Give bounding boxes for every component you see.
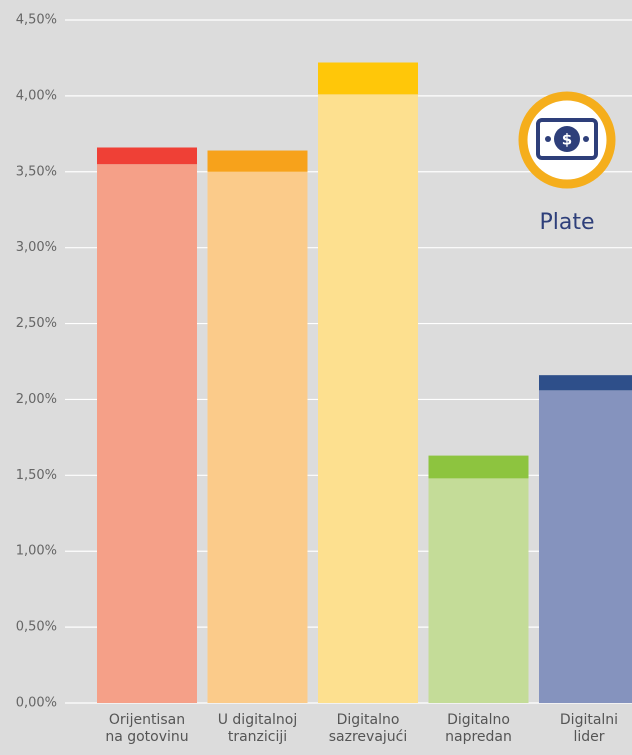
y-tick-label: 1,50%: [16, 468, 57, 483]
y-tick-label: 1,00%: [16, 544, 57, 559]
icon-dot: [583, 136, 589, 142]
bar-segment: [97, 147, 197, 165]
bar-segment: [428, 455, 529, 479]
bar-segment: [428, 478, 529, 703]
y-tick-label: 2,50%: [16, 316, 57, 331]
bar-segment: [539, 375, 632, 391]
x-tick-label-line: sazrevajući: [329, 729, 408, 745]
annotation: Plate: [539, 210, 594, 235]
bar-segment: [97, 164, 197, 703]
x-tick-label-line: napredan: [445, 729, 512, 745]
x-tick-label-line: tranziciji: [228, 729, 287, 745]
x-tick-label: Orijentisan na gotovinu: [105, 712, 188, 745]
x-tick-label: Digitalni lider: [560, 712, 618, 745]
x-tick-label-line: Digitalno: [337, 712, 400, 728]
x-tick-label-line: na gotovinu: [105, 729, 188, 745]
bar-segment: [207, 171, 308, 703]
bar-segment: [318, 62, 418, 95]
icon-dot: [545, 136, 551, 142]
y-tick-label: 2,00%: [16, 392, 57, 407]
y-tick-label: 4,50%: [16, 13, 57, 28]
y-tick-label: 0,50%: [16, 620, 57, 635]
bar-segment: [207, 150, 308, 172]
x-tick-label-line: Digitalni: [560, 712, 618, 728]
x-tick-label-line: U digitalnoj: [218, 712, 298, 728]
x-tick-label: U digitalnoj tranziciji: [218, 712, 298, 745]
y-tick-label: 3,50%: [16, 164, 57, 179]
y-tick-label: 3,00%: [16, 240, 57, 255]
plate-icon: $: [518, 91, 616, 189]
icon-coin: [554, 126, 580, 152]
y-tick-label: 4,00%: [16, 88, 57, 103]
x-tick-label: Digitalno napredan: [445, 712, 512, 745]
bar-segment: [318, 94, 418, 704]
icon-symbol: $: [562, 131, 572, 149]
x-tick-label-line: lider: [573, 729, 604, 745]
x-tick-label-line: Digitalno: [447, 712, 510, 728]
bar-segment: [539, 390, 632, 703]
x-tick-label: Digitalno sazrevajući: [329, 712, 408, 745]
x-tick-label-line: Orijentisan: [109, 712, 185, 728]
y-tick-label: 0,00%: [16, 696, 57, 711]
